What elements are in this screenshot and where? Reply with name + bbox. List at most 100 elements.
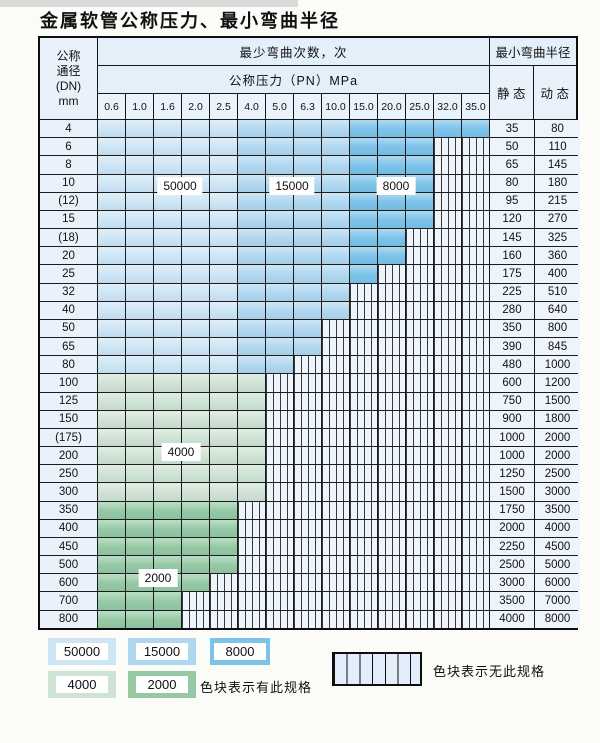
- dn-cell: 32: [40, 283, 98, 301]
- legend-swatch-label: 4000: [56, 676, 108, 693]
- pressure-col-header: 32.0: [434, 94, 462, 119]
- spec-cell: [294, 247, 322, 265]
- spec-cell: [238, 537, 266, 556]
- spec-cell: [322, 392, 350, 410]
- spec-cell: [182, 374, 210, 392]
- table-header: 公称 通径 (DN) mm 最少弯曲次数，次 公称压力（PN）MPa 0.6 1.…: [40, 38, 576, 120]
- radius-header: 最小弯曲半径: [490, 38, 576, 66]
- spec-cell: [462, 574, 490, 592]
- spec-cell: [154, 519, 182, 537]
- spec-cell: [322, 501, 350, 519]
- spec-cell: [210, 174, 238, 192]
- spec-cell: [266, 465, 294, 483]
- static-value-cell: 2250: [490, 537, 535, 556]
- spec-cell: [98, 483, 126, 501]
- spec-cell: [98, 156, 126, 174]
- spec-cell: [406, 283, 434, 301]
- spec-cell: [294, 392, 322, 410]
- spec-cell: [462, 428, 490, 447]
- dynamic-value-cell: 2000: [535, 428, 580, 447]
- spec-cell: [294, 356, 322, 374]
- spec-cell: [378, 519, 406, 537]
- spec-cell: [378, 338, 406, 356]
- spec-cell: [322, 465, 350, 483]
- spec-cell: [378, 610, 406, 628]
- static-value-cell: 1750: [490, 501, 535, 519]
- spec-cell: [98, 592, 126, 610]
- spec-cell: [98, 537, 126, 556]
- static-value-cell: 50: [490, 138, 535, 156]
- spec-cell: [210, 465, 238, 483]
- static-value-cell: 2500: [490, 556, 535, 574]
- spec-cell: [350, 374, 378, 392]
- dn-cell: 15: [40, 210, 98, 229]
- spec-cell: [378, 283, 406, 301]
- spec-cell: [350, 501, 378, 519]
- spec-cell: [350, 192, 378, 210]
- spec-cell: [126, 138, 154, 156]
- spec-cell: [210, 138, 238, 156]
- spec-cell: [210, 338, 238, 356]
- table-row: 400 2000 4000: [40, 519, 580, 538]
- legend-swatch-label: 2000: [136, 676, 188, 693]
- pressure-col-header: 5.0: [266, 94, 294, 119]
- spec-cell: [182, 574, 210, 592]
- spec-cell: [126, 374, 154, 392]
- table-row: 350 1750 3500: [40, 501, 580, 520]
- spec-cell: [406, 265, 434, 283]
- spec-cell: [210, 210, 238, 229]
- spec-cell: [210, 192, 238, 210]
- dynamic-value-cell: 80: [535, 120, 580, 138]
- spec-cell: [406, 229, 434, 247]
- spec-cell: [98, 356, 126, 374]
- spec-cell: [238, 574, 266, 592]
- dynamic-value-cell: 1200: [535, 374, 580, 392]
- dynamic-value-cell: 5000: [535, 556, 580, 574]
- spec-cell: [238, 247, 266, 265]
- static-value-cell: 4000: [490, 610, 535, 628]
- table-row: (18) 145 325: [40, 229, 580, 248]
- dn-cell: 350: [40, 501, 98, 519]
- spec-cell: [154, 610, 182, 628]
- spec-cell: [294, 465, 322, 483]
- spec-cell: [434, 174, 462, 192]
- spec-cell: [238, 483, 266, 501]
- spec-cell: [98, 465, 126, 483]
- spec-cell: [294, 592, 322, 610]
- dynamic-value-cell: 215: [535, 192, 580, 210]
- spec-cell: [350, 174, 378, 192]
- spec-cell: [98, 519, 126, 537]
- spec-cell: [434, 229, 462, 247]
- legend-no-spec-box: [332, 652, 422, 686]
- spec-cell: [350, 465, 378, 483]
- spec-cell: [182, 392, 210, 410]
- spec-cell: [238, 192, 266, 210]
- spec-cell: [266, 265, 294, 283]
- spec-cell: [434, 192, 462, 210]
- table-row: 500 2500 5000: [40, 556, 580, 575]
- spec-cell: [98, 574, 126, 592]
- dynamic-value-cell: 800: [535, 319, 580, 338]
- spec-cell: [210, 428, 238, 447]
- legend-swatch-label: 50000: [56, 643, 108, 660]
- spec-cell: [210, 120, 238, 138]
- static-value-cell: 750: [490, 392, 535, 410]
- dn-cell: 25: [40, 265, 98, 283]
- spec-cell: [266, 120, 294, 138]
- spec-cell: [98, 247, 126, 265]
- spec-cell: [238, 410, 266, 428]
- spec-cell: [294, 338, 322, 356]
- spec-cell: [434, 465, 462, 483]
- spec-cell: [378, 483, 406, 501]
- spec-cell: [126, 120, 154, 138]
- spec-cell: [350, 483, 378, 501]
- legend-swatch-label: 8000: [214, 643, 266, 660]
- table-row: 125 750 1500: [40, 392, 580, 411]
- legend-note-unavailable: 色块表示无此规格: [433, 664, 546, 679]
- spec-cell: [406, 519, 434, 537]
- spec-cell: [406, 156, 434, 174]
- dynamic-value-cell: 8000: [535, 610, 580, 628]
- spec-cell: [462, 483, 490, 501]
- table-row: 300 1500 3000: [40, 483, 580, 502]
- spec-cell: [462, 501, 490, 519]
